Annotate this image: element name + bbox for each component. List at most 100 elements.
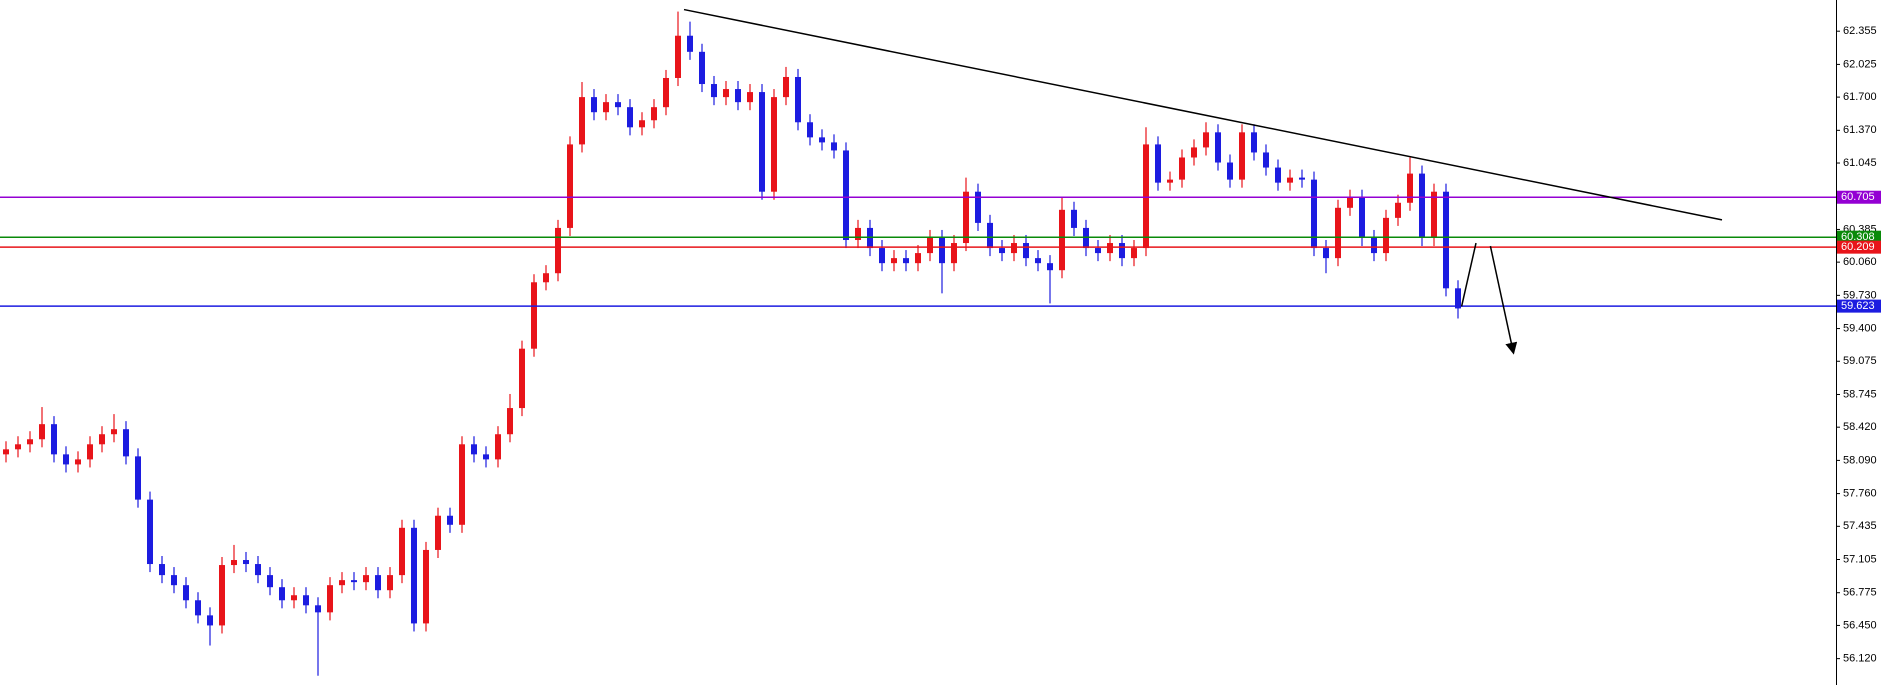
candle-body <box>627 107 633 128</box>
candle-body <box>1395 202 1401 218</box>
y-tick-label: 57.435 <box>1843 520 1877 532</box>
candle-body <box>1215 132 1221 163</box>
candle-body <box>1083 227 1089 249</box>
candle-body <box>1119 243 1125 259</box>
level-label-box <box>1837 240 1881 254</box>
candle-body <box>411 527 417 624</box>
candle-body <box>1191 147 1197 158</box>
y-tick-label: 59.730 <box>1843 289 1877 301</box>
candle-body <box>1167 179 1173 183</box>
candle-body <box>1323 248 1329 259</box>
candle-body <box>1311 179 1317 249</box>
candle-body <box>663 77 669 108</box>
candle-body <box>1071 209 1077 228</box>
y-tick-label: 60.060 <box>1843 256 1877 268</box>
candle-body <box>1371 237 1377 254</box>
candle-body <box>291 595 297 601</box>
candle-body <box>339 580 345 586</box>
candle-body <box>1131 248 1137 259</box>
level-label-box <box>1837 230 1881 244</box>
candle-body <box>879 248 885 264</box>
level-label: 59.623 <box>1841 300 1875 312</box>
candle-body <box>1431 191 1437 238</box>
candle-body <box>675 35 681 78</box>
candle-body <box>39 424 45 440</box>
candle-body <box>327 585 333 613</box>
candle-body <box>1263 152 1269 168</box>
candle-body <box>1359 197 1365 238</box>
candle-body <box>1095 248 1101 254</box>
candle-body <box>1035 258 1041 264</box>
candle-body <box>939 237 945 264</box>
candle-body <box>579 97 585 145</box>
candle-body <box>375 575 381 591</box>
y-tick-label: 62.355 <box>1843 25 1877 37</box>
candle-body <box>759 92 765 192</box>
candle-body <box>1455 288 1461 309</box>
y-tick-label: 59.400 <box>1843 322 1877 334</box>
candle-body <box>867 227 873 249</box>
candle-body <box>447 515 453 525</box>
y-tick-label: 56.450 <box>1843 619 1877 631</box>
candle-body <box>219 565 225 626</box>
candle-body <box>123 429 129 457</box>
candle-body <box>507 408 513 435</box>
candle-body <box>495 434 501 460</box>
candle-body <box>243 560 249 565</box>
candle-body <box>195 600 201 616</box>
level-label-box <box>1837 299 1881 313</box>
y-tick-label: 58.745 <box>1843 388 1877 400</box>
candle-body <box>1143 144 1149 249</box>
candle-body <box>459 444 465 525</box>
y-tick-label: 59.075 <box>1843 355 1877 367</box>
candle-body <box>315 605 321 613</box>
y-tick-label: 57.105 <box>1843 553 1877 565</box>
candle-body <box>735 89 741 103</box>
candle-body <box>951 243 957 264</box>
candle-body <box>963 191 969 244</box>
candle-body <box>531 282 537 349</box>
y-tick-label: 58.090 <box>1843 454 1877 466</box>
candle-body <box>15 444 21 450</box>
candle-body <box>555 227 561 274</box>
candle-body <box>87 444 93 460</box>
candle-body <box>1239 132 1245 180</box>
candle-body <box>747 92 753 103</box>
y-tick-label: 57.760 <box>1843 488 1877 500</box>
candle-body <box>135 456 141 500</box>
level-label-box <box>1837 190 1881 204</box>
y-tick-label: 56.120 <box>1843 653 1877 665</box>
candle-body <box>819 137 825 143</box>
candle-body <box>903 258 909 264</box>
candle-body <box>687 35 693 52</box>
candle-body <box>891 258 897 264</box>
candle-body <box>1275 167 1281 183</box>
candle-body <box>51 424 57 455</box>
candle-body <box>855 227 861 241</box>
candle-body <box>3 449 9 455</box>
y-tick-label: 61.370 <box>1843 124 1877 136</box>
candle-body <box>255 564 261 576</box>
candle-body <box>1335 207 1341 259</box>
candle-body <box>975 191 981 223</box>
candle-body <box>543 273 549 283</box>
candle-body <box>111 429 117 435</box>
candle-body <box>1443 191 1449 289</box>
candle-body <box>351 580 357 583</box>
candle-body <box>603 102 609 113</box>
candle-body <box>699 51 705 85</box>
candle-body <box>363 575 369 583</box>
candle-body <box>423 549 429 624</box>
candle-body <box>519 348 525 409</box>
candle-body <box>207 615 213 626</box>
candle-body <box>1251 132 1257 153</box>
level-label: 60.209 <box>1841 241 1875 253</box>
trendline <box>683 8 1723 221</box>
candle-body <box>279 587 285 601</box>
candle-body <box>1047 263 1053 271</box>
candle-body <box>267 575 273 588</box>
candle-body <box>147 499 153 565</box>
candle-body <box>63 454 69 465</box>
candle-body <box>795 76 801 123</box>
